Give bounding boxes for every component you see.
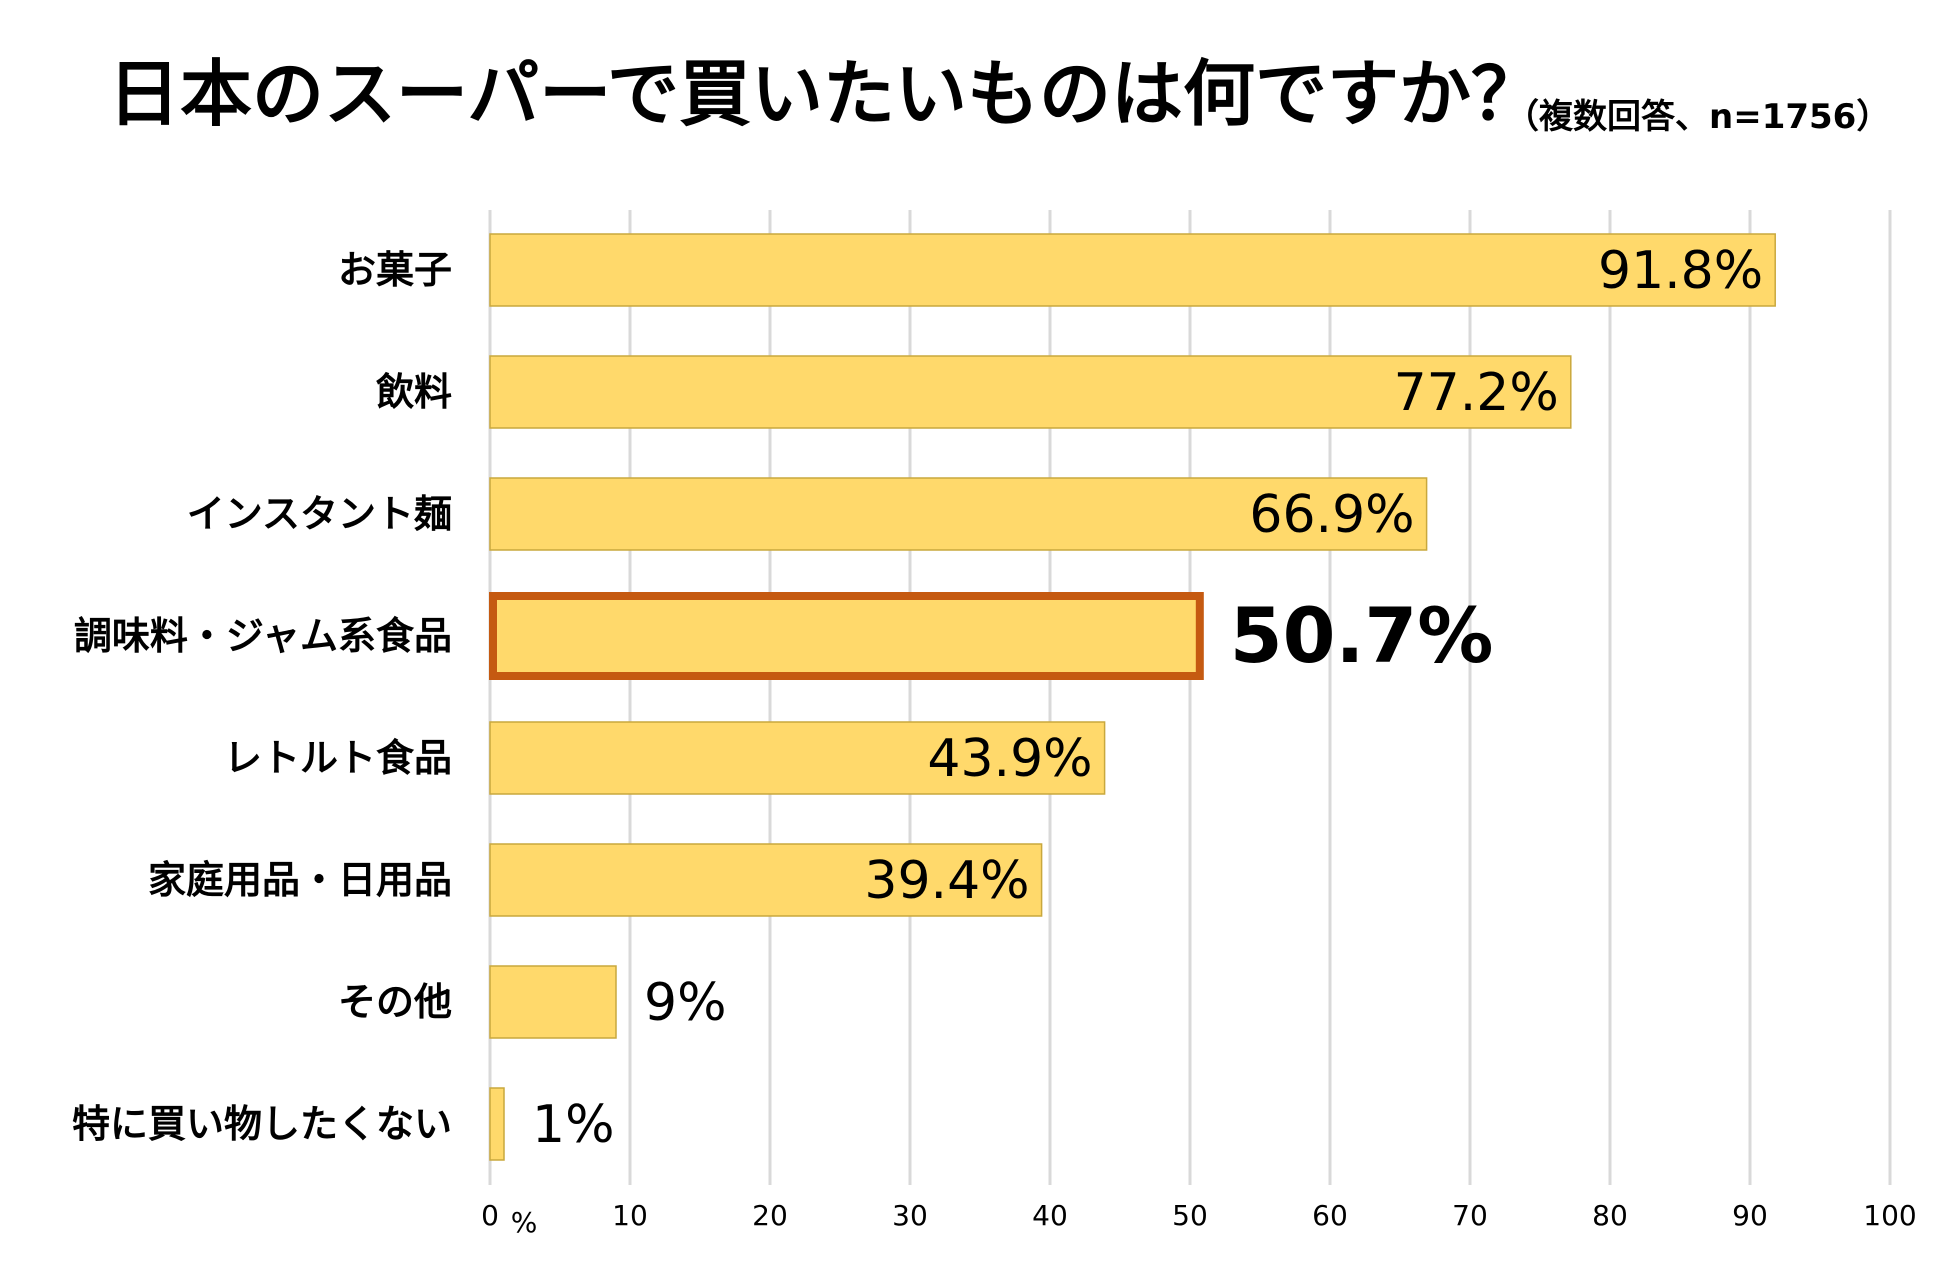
- labels: 0 10 20 30 40 50 60 70 80 90 100% お菓子 91.8% 飲料 77.2% イン…: [72, 241, 1917, 1239]
- data-label: 66.9%: [1249, 485, 1414, 545]
- bar: [489, 477, 1428, 551]
- data-label: 9%: [644, 973, 727, 1033]
- chart-subtitle: （複数回答、n=1756）: [1505, 97, 1891, 137]
- bar: [489, 721, 1106, 795]
- x-axis-unit: %: [511, 1206, 538, 1239]
- category-label: 調味料・ジャム系食品: [74, 614, 452, 658]
- x-tick-label: 70: [1452, 1199, 1488, 1232]
- category-label: レトルト食品: [224, 736, 452, 780]
- bar: [489, 355, 1572, 429]
- bars: [489, 233, 1776, 1161]
- data-label: 91.8%: [1598, 241, 1763, 301]
- x-tick-label: 40: [1032, 1199, 1068, 1232]
- data-label: 39.4%: [864, 851, 1029, 911]
- category-label: 特に買い物したくない: [72, 1102, 452, 1146]
- bar: [489, 1087, 505, 1161]
- x-tick-label: 60: [1312, 1199, 1348, 1232]
- bar: [489, 233, 1776, 307]
- data-label: 1%: [532, 1095, 615, 1155]
- x-tick-label: 50: [1172, 1199, 1208, 1232]
- category-label: 飲料: [376, 370, 452, 414]
- bar: [489, 843, 1043, 917]
- bar: [489, 965, 617, 1039]
- category-label: 家庭用品・日用品: [148, 858, 452, 902]
- category-label: その他: [338, 980, 452, 1024]
- data-label: 77.2%: [1394, 363, 1559, 423]
- x-tick-label: 0: [481, 1199, 499, 1232]
- chart-title: 日本のスーパーで買いたいものは何ですか？: [108, 52, 1543, 136]
- x-tick-label: 80: [1592, 1199, 1628, 1232]
- category-label: お菓子: [338, 248, 452, 292]
- x-tick-label: 30: [892, 1199, 928, 1232]
- x-tick-label: 90: [1732, 1199, 1768, 1232]
- x-tick-label: 10: [612, 1199, 648, 1232]
- x-tick-label: 100: [1863, 1199, 1916, 1232]
- x-tick-label: 20: [752, 1199, 788, 1232]
- data-label: 43.9%: [927, 729, 1092, 789]
- bar-highlighted: [489, 592, 1204, 680]
- data-label-highlighted: 50.7%: [1230, 591, 1494, 680]
- category-label: インスタント麺: [187, 492, 452, 536]
